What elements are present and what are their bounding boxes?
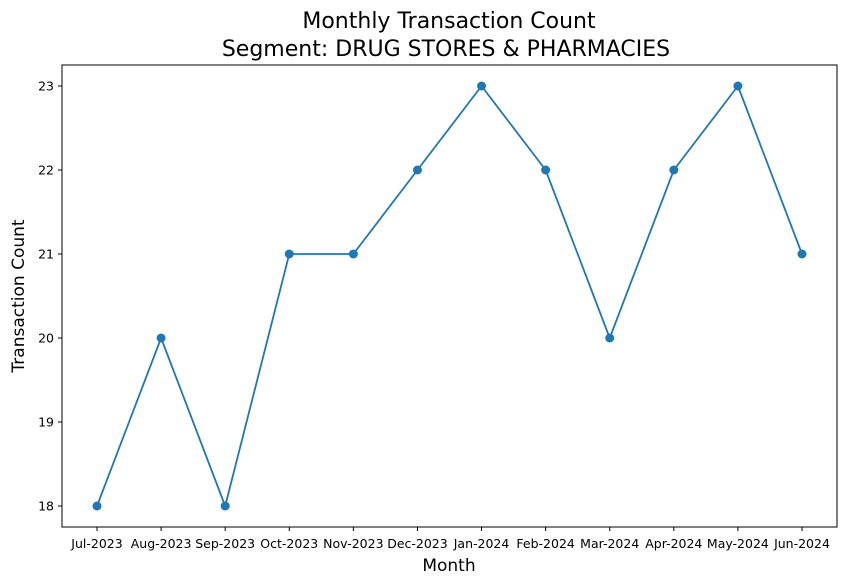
y-tick-label: 20 (38, 331, 54, 346)
axes-frame (61, 64, 838, 528)
y-tick-label: 22 (38, 163, 54, 178)
data-point-marker (156, 333, 166, 343)
x-tick-label: Dec-2023 (387, 536, 448, 551)
x-tick-label: Jun-2024 (773, 536, 830, 551)
y-axis-label: Transaction Count (9, 219, 29, 373)
data-point-marker (797, 249, 807, 259)
data-point-marker (348, 249, 358, 259)
x-tick-label: Nov-2023 (323, 536, 383, 551)
y-tick-label: 23 (38, 79, 54, 94)
data-point-marker (669, 165, 679, 175)
x-tick-label: Sep-2023 (195, 536, 255, 551)
data-point-marker (605, 333, 615, 343)
x-tick-label: Jan-2024 (453, 536, 510, 551)
y-tick-label: 18 (38, 499, 54, 514)
data-point-marker (541, 165, 551, 175)
plot-area: 18 19 20 21 22 23 Jul-2023 Aug-2023 Sep-2023 Oct-… (38, 79, 830, 552)
data-point-marker (477, 81, 487, 91)
series-line (96, 85, 803, 507)
x-tick-label: Aug-2023 (131, 536, 192, 551)
chart-title: Monthly Transaction Count (302, 9, 596, 34)
x-tick-label: Feb-2024 (516, 536, 575, 551)
data-point-marker (284, 249, 294, 259)
x-tick-label: Oct-2023 (260, 536, 318, 551)
x-tick-label: Mar-2024 (580, 536, 639, 551)
data-point-marker (733, 81, 743, 91)
x-tick-label: Jul-2023 (70, 536, 122, 551)
y-tick-label: 19 (38, 415, 54, 430)
data-point-marker (92, 501, 102, 511)
data-point-marker (412, 165, 422, 175)
data-point-marker (220, 501, 230, 511)
chart-subtitle: Segment: DRUG STORES & PHARMACIES (222, 37, 670, 62)
x-axis-label: Month (422, 556, 475, 576)
x-tick-label: Apr-2024 (645, 536, 702, 551)
x-tick-label: May-2024 (707, 536, 769, 551)
y-tick-label: 21 (38, 247, 54, 262)
